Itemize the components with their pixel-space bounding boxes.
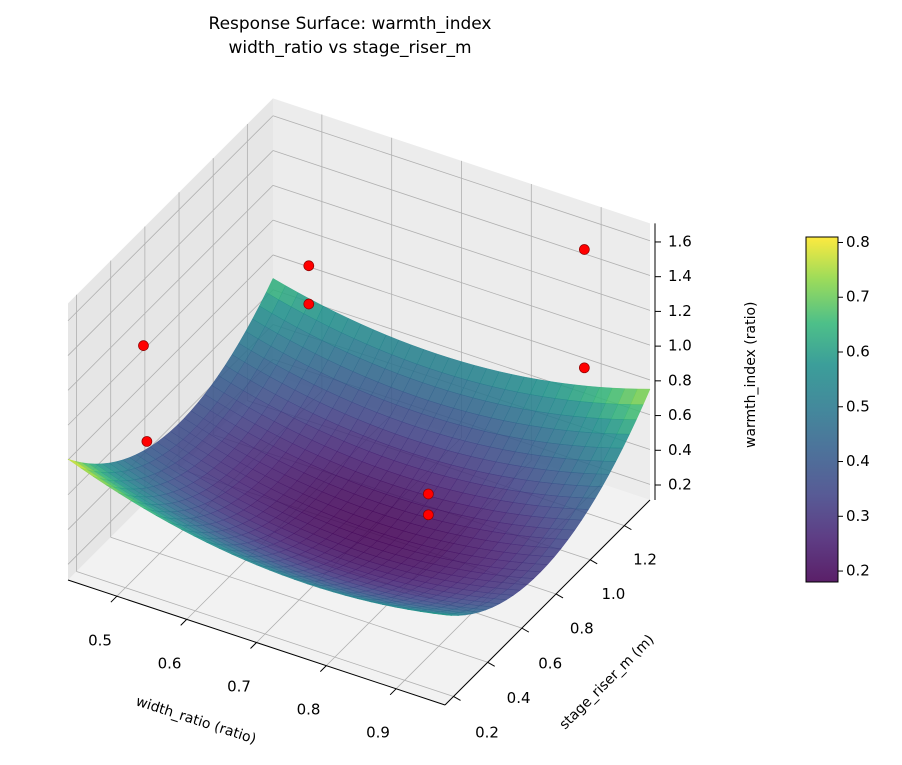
y-tick-label: 0.8	[570, 620, 594, 638]
x-tick-label: 0.9	[366, 724, 390, 742]
y-tick	[555, 593, 564, 599]
x-tick-label: 0.5	[88, 632, 112, 650]
colorbar-tick-label: 0.8	[846, 233, 870, 251]
surface-facet	[432, 613, 452, 616]
gridline-z	[272, 150, 651, 276]
gridline-z	[67, 115, 274, 322]
data-point	[138, 340, 149, 351]
x-tick-label: 0.8	[297, 701, 321, 719]
y-tick	[453, 696, 461, 701]
gridline-z	[272, 254, 651, 381]
y-tick-label: 0.6	[538, 654, 562, 672]
data-point	[578, 362, 590, 374]
data-point	[423, 488, 434, 500]
z-tick-label: 0.8	[668, 371, 692, 389]
gridline-y	[76, 571, 454, 697]
data-point	[578, 244, 590, 255]
z-tick-label: 1.0	[668, 337, 692, 355]
y-tick	[589, 559, 598, 565]
left-pane	[68, 98, 273, 580]
colorbar-tick-label: 0.4	[846, 452, 870, 470]
gridline-z	[67, 185, 274, 391]
data-point	[303, 260, 315, 272]
colorbar-tick-label: 0.7	[846, 288, 870, 306]
x-tick-label: 0.6	[158, 655, 182, 673]
x-tick-label: 0.7	[227, 678, 251, 696]
gridline-z	[67, 219, 274, 426]
gridline-z	[67, 254, 274, 461]
gridline-z	[67, 289, 274, 496]
data-point	[423, 509, 434, 521]
z-tick-label: 0.2	[668, 476, 692, 494]
z-tick-label: 0.4	[668, 441, 692, 459]
y-tick	[521, 627, 530, 633]
y-tick-label: 1.0	[601, 585, 625, 603]
y-tick-label: 0.4	[507, 689, 531, 707]
x-axis-label: width_ratio (ratio)	[134, 694, 258, 748]
y-tick-label: 1.2	[633, 551, 657, 569]
colorbar	[805, 236, 839, 583]
x-tick	[319, 665, 327, 673]
chart-subtitle: width_ratio vs stage_riser_m	[228, 38, 472, 58]
y-axis-label: stage_riser_m (m)	[557, 632, 658, 733]
data-point	[141, 436, 153, 447]
colorbar-tick-label: 0.3	[846, 507, 870, 525]
y-tick	[487, 661, 495, 667]
colorbar-tick-label: 0.6	[846, 343, 870, 361]
z-tick-label: 1.4	[668, 267, 692, 285]
x-tick	[389, 688, 397, 696]
x-tick	[110, 595, 118, 603]
colorbar-tick-label: 0.5	[846, 397, 870, 415]
z-tick-label: 1.6	[668, 232, 692, 250]
z-tick-label: 1.2	[668, 302, 692, 320]
z-axis-label: warmth_index (ratio)	[743, 302, 759, 449]
gridline-z	[272, 184, 651, 311]
gridline-z	[67, 150, 274, 356]
chart-title: Response Surface: warmth_index	[208, 14, 492, 34]
z-tick-label: 0.6	[668, 406, 692, 424]
y-tick	[624, 525, 632, 531]
data-point	[303, 298, 315, 310]
x-tick	[250, 642, 257, 649]
y-axis-line	[444, 499, 651, 706]
colorbar-tick-label: 0.2	[846, 562, 870, 580]
gridline-z	[272, 115, 651, 242]
x-tick	[180, 618, 188, 626]
gridline-y	[110, 536, 488, 663]
gridline-z	[272, 219, 651, 346]
y-tick-label: 0.2	[475, 724, 499, 742]
